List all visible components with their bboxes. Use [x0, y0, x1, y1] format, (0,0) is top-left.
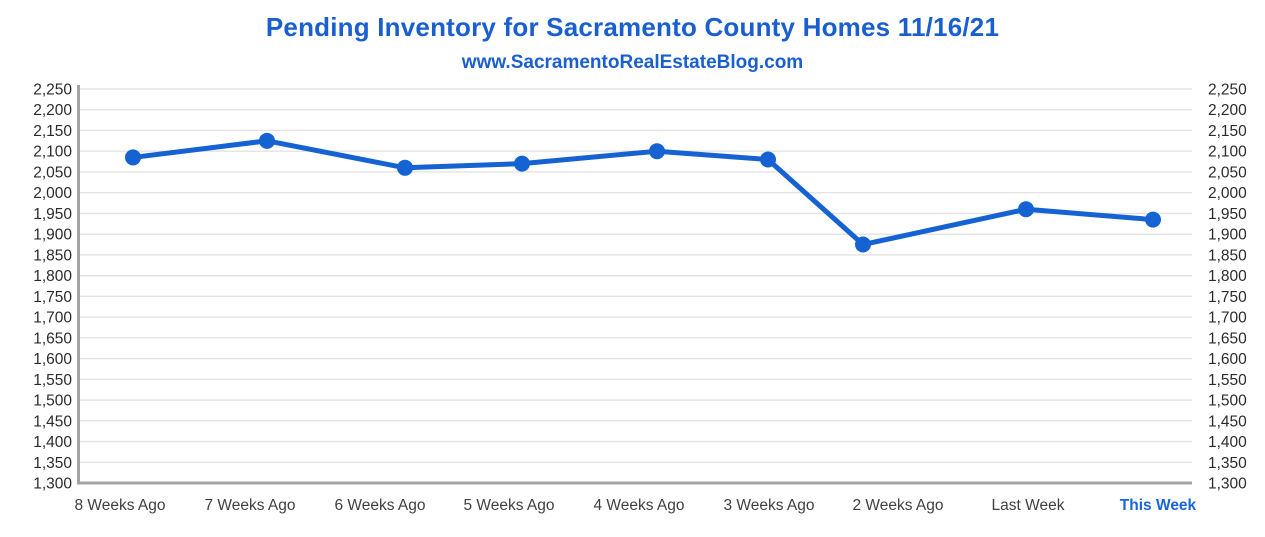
y-tick-label-left: 2,250 — [33, 82, 72, 99]
y-tick-label-right: 2,050 — [1208, 164, 1247, 181]
chart-header: Pending Inventory for Sacramento County … — [0, 0, 1265, 74]
y-tick-label-left: 1,400 — [33, 434, 72, 451]
y-tick-label-left: 1,450 — [33, 413, 72, 430]
y-tick-label-right: 1,600 — [1208, 351, 1247, 368]
y-tick-label-left: 1,700 — [33, 310, 72, 327]
y-tick-label-right: 1,900 — [1208, 227, 1247, 244]
x-tick-label-3-weeks-ago: 3 Weeks Ago — [723, 497, 814, 514]
y-tick-label-left: 2,000 — [33, 185, 72, 202]
y-tick-label-right: 1,350 — [1208, 455, 1247, 472]
y-tick-label-left: 1,650 — [33, 330, 72, 347]
x-tick-label-7-weeks-ago: 7 Weeks Ago — [204, 497, 295, 514]
y-tick-label-left: 2,200 — [33, 102, 72, 119]
pending-inventory-line-chart: 2,250 2,250 2,200 2,200 2,150 2,150 2,100 2,100… — [33, 82, 1247, 515]
y-tick-label-right: 1,800 — [1208, 268, 1247, 285]
data-point-1 — [125, 149, 141, 166]
blog-url-subtitle: www.SacramentoRealEstateBlog.com — [461, 52, 804, 73]
data-point-5 — [649, 143, 665, 160]
x-tick-label-6-weeks-ago: 6 Weeks Ago — [334, 497, 425, 514]
data-point-6 — [760, 151, 776, 168]
y-tick-label-right: 2,100 — [1208, 144, 1247, 161]
x-tick-label-8-weeks-ago: 8 Weeks Ago — [74, 497, 165, 514]
data-point-9 — [1145, 211, 1161, 228]
y-tick-label-left: 1,750 — [33, 289, 72, 306]
x-tick-label-4-weeks-ago: 4 Weeks Ago — [593, 497, 684, 514]
y-tick-label-left: 1,500 — [33, 393, 72, 410]
x-tick-label-this-week: This Week — [1120, 497, 1197, 514]
y-tick-label-right: 1,500 — [1208, 393, 1247, 410]
y-tick-label-left: 1,600 — [33, 351, 72, 368]
y-tick-label-left: 2,050 — [33, 164, 72, 181]
y-tick-label-right: 2,250 — [1208, 82, 1247, 99]
chart-title: Pending Inventory for Sacramento County … — [265, 12, 1000, 42]
y-tick-label-left: 1,350 — [33, 455, 72, 472]
y-tick-label-right: 1,450 — [1208, 413, 1247, 430]
y-tick-label-left: 2,100 — [33, 144, 72, 161]
y-tick-label-right: 2,150 — [1208, 123, 1247, 140]
y-tick-label-left: 2,150 — [33, 123, 72, 140]
y-tick-label-left: 1,850 — [33, 247, 72, 264]
y-tick-label-left: 1,800 — [33, 268, 72, 285]
y-tick-label-left: 1,550 — [33, 372, 72, 389]
y-tick-label-left: 1,900 — [33, 227, 72, 244]
x-tick-label-5-weeks-ago: 5 Weeks Ago — [463, 497, 554, 514]
y-tick-label-right: 1,300 — [1208, 476, 1247, 493]
data-point-3 — [397, 159, 413, 176]
y-tick-label-right: 2,000 — [1208, 185, 1247, 202]
y-tick-label-right: 1,550 — [1208, 372, 1247, 389]
y-tick-label-right: 1,850 — [1208, 247, 1247, 264]
data-point-4 — [514, 155, 530, 172]
y-tick-label-right: 1,750 — [1208, 289, 1247, 306]
x-tick-label-last-week: Last Week — [992, 497, 1065, 514]
x-tick-label-2-weeks-ago: 2 Weeks Ago — [852, 497, 943, 514]
y-tick-label-right: 1,950 — [1208, 206, 1247, 223]
data-point-7 — [855, 236, 871, 253]
y-tick-label-right: 1,650 — [1208, 330, 1247, 347]
y-tick-label-left: 1,950 — [33, 206, 72, 223]
y-tick-label-right: 2,200 — [1208, 102, 1247, 119]
data-point-2 — [259, 132, 275, 149]
data-point-8 — [1018, 201, 1034, 218]
y-tick-label-right: 1,400 — [1208, 434, 1247, 451]
y-tick-label-right: 1,700 — [1208, 310, 1247, 327]
y-tick-label-left: 1,300 — [33, 476, 72, 493]
